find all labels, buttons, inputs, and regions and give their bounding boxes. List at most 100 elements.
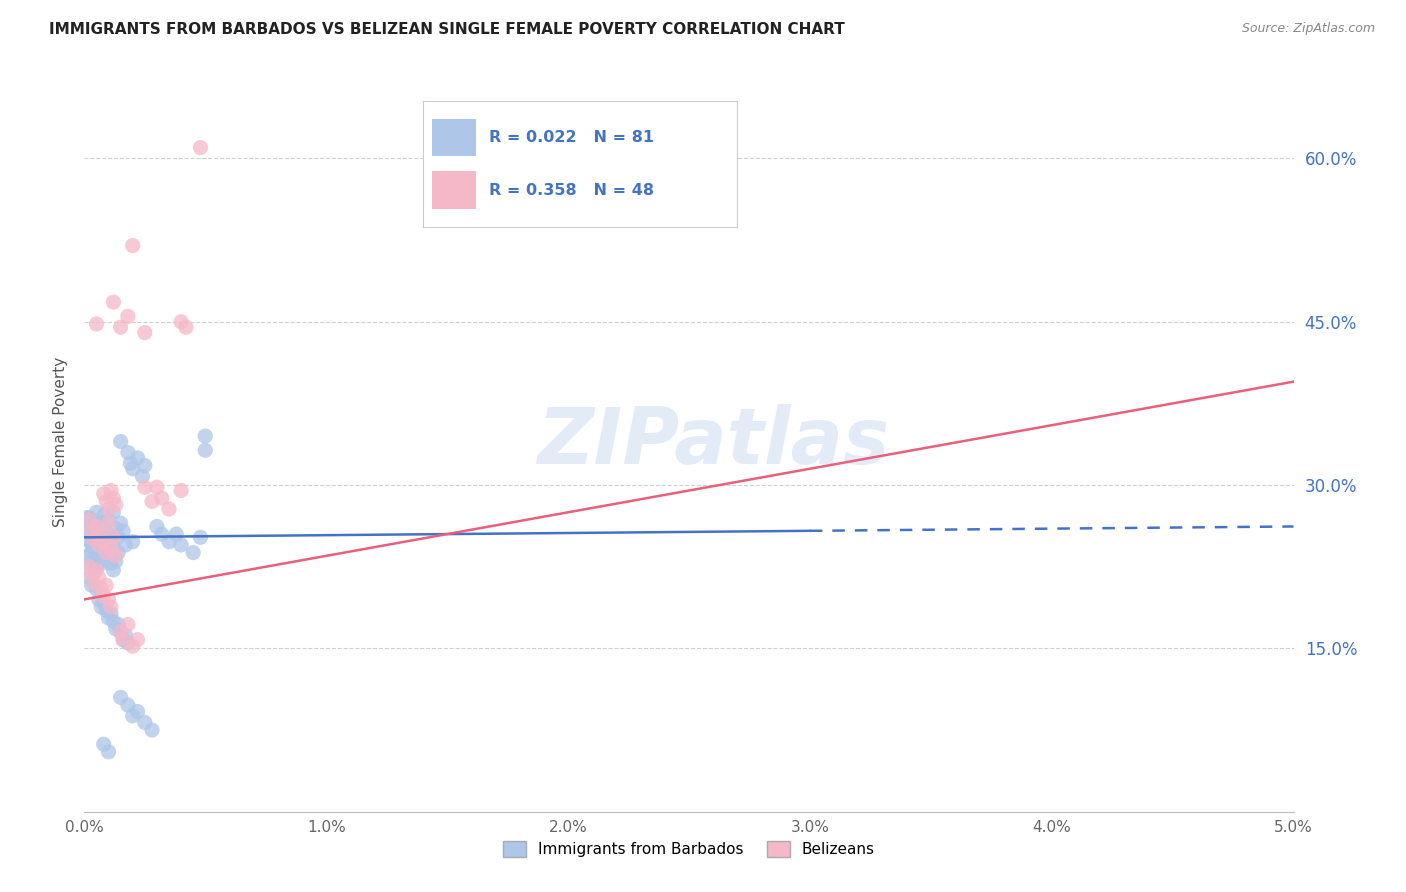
Point [170, 483, 193, 498]
Point [110, 434, 132, 449]
Point [100, 483, 122, 498]
Point [110, 320, 132, 334]
Point [86, 317, 108, 331]
Point [104, 498, 127, 512]
Point [94, 494, 117, 508]
Point [87, 554, 110, 568]
Point [150, 527, 173, 541]
Point [77, 559, 100, 574]
Point [112, 632, 135, 647]
Point [93, 589, 115, 603]
Point [93, 543, 115, 558]
Y-axis label: Single Female Poverty: Single Female Poverty [53, 357, 69, 526]
Point [174, 320, 197, 334]
Point [87, 522, 110, 536]
Point [97, 516, 120, 531]
Point [100, 607, 122, 621]
Point [76, 533, 98, 547]
Point [87, 592, 110, 607]
Point [170, 315, 193, 329]
Point [94, 578, 117, 592]
Point [110, 516, 132, 531]
Point [80, 578, 103, 592]
Point [77, 557, 100, 571]
Point [87, 571, 110, 585]
Point [103, 530, 125, 544]
Point [80, 519, 103, 533]
Point [103, 614, 125, 628]
Point [77, 510, 100, 524]
Point [83, 576, 105, 591]
Point [146, 519, 169, 533]
Point [94, 552, 117, 566]
Point [120, 456, 142, 470]
Point [134, 715, 156, 730]
Point [104, 622, 127, 636]
Point [104, 554, 127, 568]
Point [86, 549, 108, 563]
Point [121, 534, 143, 549]
Point [114, 538, 136, 552]
Point [86, 563, 108, 577]
Point [157, 534, 180, 549]
Point [131, 469, 153, 483]
Point [90, 516, 112, 531]
Point [93, 508, 115, 523]
Point [100, 557, 122, 571]
Point [93, 737, 115, 751]
Point [104, 549, 127, 563]
Point [194, 429, 217, 443]
Point [76, 510, 98, 524]
Point [127, 632, 149, 647]
Point [80, 524, 103, 538]
Point [117, 310, 139, 324]
Point [190, 140, 212, 154]
Point [83, 527, 105, 541]
Point [86, 519, 108, 533]
Point [90, 557, 112, 571]
Point [103, 563, 125, 577]
Point [181, 546, 204, 560]
Point [100, 533, 122, 547]
Point [104, 522, 127, 536]
Point [114, 628, 136, 642]
Point [127, 705, 149, 719]
Point [190, 530, 212, 544]
Point [121, 462, 143, 476]
Point [94, 538, 117, 552]
Point [80, 538, 103, 552]
Point [86, 582, 108, 596]
Point [121, 709, 143, 723]
Point [93, 487, 115, 501]
Point [134, 480, 156, 494]
Point [83, 565, 105, 579]
Point [90, 600, 112, 615]
Point [86, 505, 108, 519]
Point [150, 491, 173, 505]
Text: Source: ZipAtlas.com: Source: ZipAtlas.com [1241, 22, 1375, 36]
Point [87, 534, 110, 549]
Point [103, 541, 125, 556]
Point [76, 549, 98, 563]
Point [97, 548, 120, 562]
Point [103, 295, 125, 310]
Point [77, 513, 100, 527]
Point [134, 458, 156, 473]
Point [90, 582, 112, 596]
Point [103, 491, 125, 505]
Legend: Immigrants from Barbados, Belizeans: Immigrants from Barbados, Belizeans [496, 835, 882, 863]
Text: IMMIGRANTS FROM BARBADOS VS BELIZEAN SINGLE FEMALE POVERTY CORRELATION CHART: IMMIGRANTS FROM BARBADOS VS BELIZEAN SIN… [49, 22, 845, 37]
Point [93, 534, 115, 549]
Point [94, 603, 117, 617]
Point [146, 480, 169, 494]
Point [107, 530, 129, 544]
Point [97, 502, 120, 516]
Point [134, 326, 156, 340]
Point [110, 625, 132, 640]
Point [170, 538, 193, 552]
Point [127, 450, 149, 465]
Point [194, 443, 217, 458]
Point [141, 723, 163, 737]
Point [83, 541, 105, 556]
Point [165, 527, 187, 541]
